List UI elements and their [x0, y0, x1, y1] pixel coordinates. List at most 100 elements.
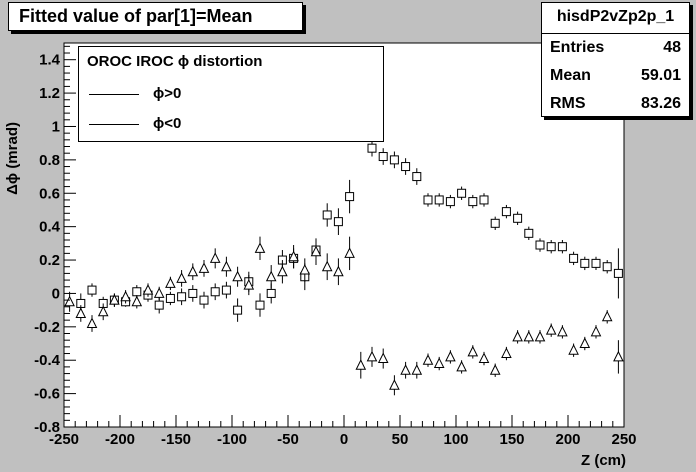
x-tick-label: 250 — [611, 431, 636, 448]
data-point-square — [557, 242, 567, 252]
stats-histogram-name: hisdP2vZp2p_1 — [556, 8, 675, 25]
data-point-triangle — [579, 337, 591, 349]
data-point-triangle — [590, 325, 602, 337]
data-point-square — [434, 195, 444, 205]
data-point-triangle — [221, 260, 232, 272]
data-point-triangle — [377, 352, 389, 364]
legend-title: OROC IROC ϕ distortion — [87, 53, 263, 70]
data-point-square — [412, 172, 422, 182]
data-point-triangle — [277, 265, 288, 277]
x-tick-label: 0 — [340, 431, 348, 448]
y-tick-label: 0.6 — [39, 185, 60, 202]
data-point-triangle — [489, 364, 501, 375]
stats-value: 83.26 — [640, 95, 681, 112]
data-point-triangle — [120, 290, 131, 302]
data-point-square — [445, 197, 455, 207]
stats-box: hisdP2vZp2p_1 Entries 48 Mean 59.01 RMS … — [541, 2, 690, 117]
data-point-triangle — [445, 350, 456, 362]
data-point-square — [266, 288, 276, 298]
data-point-triangle — [254, 242, 266, 253]
data-point-triangle — [613, 350, 624, 362]
data-point-square — [524, 228, 534, 238]
data-point-triangle — [389, 379, 400, 390]
data-point-square — [591, 258, 601, 268]
data-point-square — [188, 288, 198, 298]
x-tick-label: 150 — [499, 431, 524, 448]
data-point-triangle — [243, 278, 255, 290]
y-tick-label: -0.2 — [34, 319, 60, 336]
data-point-square — [602, 262, 612, 272]
data-point-triangle — [557, 325, 568, 337]
data-point-triangle — [400, 364, 411, 375]
stats-label: RMS — [550, 95, 586, 112]
data-point-triangle — [333, 265, 344, 277]
data-point-square — [322, 210, 332, 220]
y-tick-label: -0.6 — [34, 386, 60, 403]
data-point-square — [210, 287, 220, 297]
data-point-square — [468, 197, 478, 207]
legend-label: ϕ>0 — [153, 85, 182, 102]
legend: OROC IROC ϕ distortion ϕ>0 ϕ<0 — [78, 46, 384, 142]
data-point-square — [132, 287, 142, 297]
data-point-square — [389, 155, 399, 165]
data-point-square — [221, 285, 231, 295]
y-axis-title: Δϕ (mrad) — [4, 122, 21, 195]
data-point-triangle — [288, 250, 299, 262]
data-point-square — [580, 258, 590, 268]
stats-label: Entries — [550, 39, 605, 56]
data-point-triangle — [534, 330, 546, 342]
data-point-square — [501, 207, 511, 217]
axes-layer: -250 -200 -150 -100 -50 0 50 100 150 200 250 -0.8 -0… — [34, 45, 637, 448]
data-point-triangle — [142, 283, 154, 295]
data-point-triangle — [232, 270, 243, 282]
data-point-triangle — [209, 252, 221, 263]
data-point-triangle — [64, 295, 75, 307]
data-point-square — [378, 152, 388, 162]
stats-divider — [542, 33, 689, 34]
data-point-triangle — [411, 364, 423, 375]
data-point-triangle — [176, 272, 187, 283]
data-point-triangle — [456, 360, 467, 372]
legend-line-swatch — [89, 124, 139, 125]
x-axis-title: Z (cm) — [581, 452, 626, 469]
y-tick-label: 1.4 — [39, 52, 61, 69]
data-point-square — [165, 293, 175, 303]
x-tick-label: 50 — [392, 431, 409, 448]
x-tick-label: -50 — [277, 431, 299, 448]
data-point-triangle — [512, 330, 523, 342]
data-point-triangle — [109, 293, 120, 305]
data-point-triangle — [478, 352, 490, 364]
stats-value: 59.01 — [640, 67, 681, 84]
x-tick-label: -150 — [161, 431, 191, 448]
legend-label: ϕ<0 — [153, 115, 182, 132]
data-point-square — [457, 188, 467, 198]
data-point-triangle — [523, 330, 535, 342]
data-point-triangle — [321, 260, 333, 272]
title-box: Fitted value of par[1]=Mean — [8, 2, 303, 31]
data-point-square — [613, 268, 623, 278]
data-point-triangle — [601, 310, 613, 322]
data-point-square — [345, 192, 355, 202]
data-point-triangle — [187, 265, 199, 277]
y-tick-label: -0.8 — [34, 419, 60, 436]
data-point-square — [177, 292, 187, 302]
legend-entry-phi-negative: ϕ<0 — [89, 115, 289, 135]
y-tick-label: -0.4 — [34, 352, 61, 369]
data-point-square — [367, 143, 377, 153]
data-point-triangle — [131, 295, 143, 307]
y-tick-label: 0 — [52, 285, 60, 302]
data-point-square — [546, 242, 556, 252]
data-point-square — [423, 195, 433, 205]
data-point-triangle — [265, 270, 277, 282]
data-point-square — [535, 240, 545, 250]
data-point-square — [255, 300, 265, 310]
data-point-triangle — [97, 305, 109, 317]
x-tick-label: 100 — [443, 431, 468, 448]
data-point-triangle — [299, 263, 311, 275]
legend-line-swatch — [89, 94, 139, 95]
data-point-triangle — [568, 344, 579, 355]
data-point-triangle — [86, 317, 98, 328]
y-tick-label: 1.2 — [39, 85, 60, 102]
x-tick-label: -200 — [105, 431, 135, 448]
legend-entry-phi-positive: ϕ>0 — [89, 85, 289, 105]
